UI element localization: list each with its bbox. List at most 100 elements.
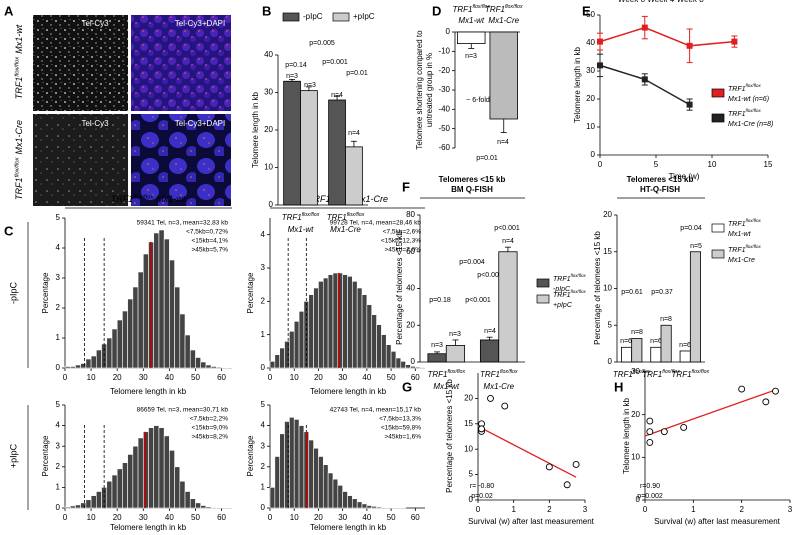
y-tick-label: -40	[438, 104, 450, 113]
y-tick-label: 0	[411, 357, 416, 366]
annotation: n=4	[484, 328, 496, 335]
legend-label: Mx1-Cre (n=8)	[728, 121, 773, 128]
y-tick-label: 0	[56, 503, 61, 512]
histogram-bar	[342, 274, 348, 369]
legend-swatch	[282, 12, 300, 22]
gene-superscript: flox/flox	[347, 212, 365, 218]
x-tick-label: 1	[511, 505, 516, 514]
histogram-bar	[400, 361, 406, 369]
legend-label: Mx1-wt	[728, 231, 752, 238]
y-tick-label: 20	[631, 410, 640, 419]
histogram-bar	[85, 499, 92, 509]
y-tick-label: 0	[261, 503, 266, 512]
y-tick-label: 2	[56, 462, 61, 471]
x-tick-label: 2	[739, 505, 744, 514]
gene-name: TRF1	[613, 370, 633, 379]
gene-superscript: flox/flox	[14, 156, 20, 177]
point	[563, 481, 571, 489]
gene-name: TRF1	[452, 5, 472, 14]
genotype-label: TRF1flox/flox	[452, 4, 490, 14]
histogram-bar	[366, 304, 373, 369]
histogram-bar	[163, 238, 170, 369]
image-label: Tel-Cy3	[81, 19, 109, 28]
chart-title: BM Q-FISH	[451, 185, 493, 194]
gene-superscript: flox/flox	[746, 108, 762, 113]
histogram-bar	[90, 495, 97, 509]
x-tick-label: Mx1-Cre	[483, 382, 514, 391]
marker	[641, 24, 648, 31]
histogram-bar	[132, 286, 139, 369]
gene-superscript: flox/flox	[500, 369, 518, 375]
genotype-label: TRF1flox/flox	[480, 369, 518, 379]
x-tick-label: 60	[411, 513, 420, 522]
histogram-bar	[179, 480, 186, 509]
bar	[621, 346, 633, 363]
histogram-bar	[106, 337, 113, 369]
marker	[597, 38, 603, 45]
x-tick-label: 2	[547, 505, 552, 514]
histogram-bar	[111, 328, 118, 369]
annotation: >45kb=1,6%	[384, 434, 421, 441]
histogram-bar	[410, 366, 416, 369]
histogram-bar	[85, 358, 92, 369]
histogram-bar	[269, 487, 276, 509]
gene-superscript: flox/flox	[746, 218, 762, 223]
gene-superscript: flox/flox	[662, 369, 680, 375]
legend-swatch	[711, 223, 725, 233]
histogram-bar	[366, 505, 373, 509]
y-axis-label: Percentage of telomeres <15 kb	[593, 231, 602, 345]
annotation: n=3	[449, 331, 461, 338]
histogram-bar	[96, 491, 102, 509]
annotation: <7,5kb=2,6%	[383, 229, 422, 236]
point	[646, 438, 654, 446]
histogram-bar	[361, 294, 368, 369]
y-axis-label: Percentage of telomeres <15 kb	[445, 379, 454, 493]
y-tick-label: 3	[56, 273, 61, 282]
bar	[328, 99, 346, 206]
x-tick-label: 10	[290, 513, 299, 522]
y-tick-label: 0	[608, 357, 613, 366]
y-tick-label: 4	[56, 243, 61, 252]
histogram-bar	[205, 506, 212, 509]
annotation: p=0.005	[309, 40, 335, 47]
histogram-bar	[69, 366, 76, 369]
marker	[641, 76, 648, 83]
fit-line	[644, 388, 779, 437]
panel-letter: A	[4, 3, 14, 18]
y-tick-label: 10	[586, 122, 595, 131]
bar	[689, 251, 701, 363]
legend-swatch	[536, 278, 550, 288]
histogram-bar	[116, 468, 123, 509]
panel-letter: H	[614, 379, 623, 394]
y-tick-label: 20	[603, 210, 612, 219]
point	[572, 460, 580, 468]
y-tick-label: 30	[586, 66, 595, 75]
y-tick-label: 5	[608, 320, 613, 329]
y-tick-label: 1	[261, 483, 266, 492]
gene-name: TRF1	[327, 213, 347, 222]
genotype-label: TRF1flox/flox	[728, 244, 762, 253]
histogram-bar	[376, 506, 382, 509]
gene-superscript: flox/flox	[472, 4, 490, 10]
genotype-label: TRF1flox/flox	[672, 369, 710, 379]
x-tick-label: 0	[598, 160, 603, 169]
y-axis-label: Telomere length in kb	[251, 91, 260, 168]
y-axis-label: untreated group in %	[425, 53, 434, 127]
y-tick-label: 0	[591, 150, 596, 159]
histogram-bar	[210, 366, 217, 369]
histogram-bar	[189, 349, 196, 369]
histogram-bar	[376, 324, 382, 369]
annotation: <15kb=59,8%	[381, 425, 421, 432]
image-label: Tel-Cy3+DAPI	[175, 119, 225, 128]
y-tick-label: -50	[438, 124, 450, 133]
histogram-bar	[313, 447, 319, 509]
histogram-bar	[169, 259, 175, 369]
histogram-bar	[327, 472, 334, 509]
gene-name: TRF1	[480, 370, 500, 379]
x-tick-label: 30	[338, 513, 347, 522]
histogram-bar	[298, 311, 305, 369]
genotype-label: TRF1flox/flox	[728, 218, 762, 227]
histogram-bar	[96, 349, 102, 369]
x-tick-label: 5	[654, 160, 659, 169]
genotype-label: TRF1flox/flox	[327, 212, 365, 222]
